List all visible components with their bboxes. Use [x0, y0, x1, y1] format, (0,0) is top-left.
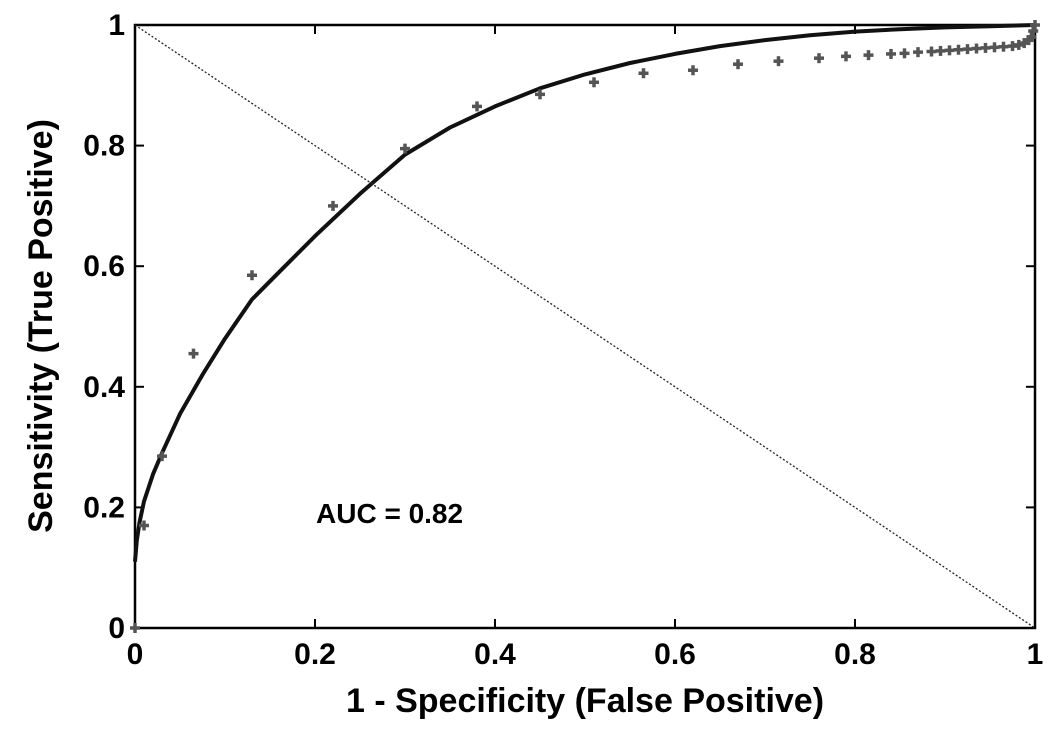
roc-data-point — [589, 77, 599, 88]
y-tick-label: 0 — [108, 612, 125, 645]
y-tick-label: 1 — [108, 9, 125, 42]
x-tick-label: 0.2 — [294, 638, 336, 671]
roc-data-point — [130, 623, 140, 633]
roc-data-point — [1013, 39, 1024, 50]
x-axis-label: 1 - Specificity (False Positive) — [346, 682, 824, 720]
roc-data-point — [913, 47, 923, 58]
tick-group: 0 0.2 0.4 0.6 0.8 1 0 0.2 0.4 0.6 0.8 1 — [83, 9, 1043, 671]
series-layer — [130, 20, 1040, 633]
x-tick-label: 0 — [127, 638, 144, 671]
roc-data-point — [688, 65, 698, 76]
fitted-roc-curve — [133, 23, 1036, 562]
roc-data-point — [989, 42, 1000, 53]
roc-data-point — [886, 48, 896, 59]
roc-data-point — [139, 520, 149, 531]
roc-data-point — [400, 143, 410, 154]
roc-data-point — [980, 42, 991, 53]
roc-data-point — [935, 45, 946, 56]
y-tick-label: 0.6 — [83, 250, 125, 283]
roc-data-point — [998, 41, 1009, 52]
y-tick-label: 0.4 — [83, 371, 125, 404]
y-tick-label: 0.8 — [83, 130, 125, 163]
roc-data-point — [814, 53, 824, 64]
roc-data-point — [971, 43, 982, 54]
roc-data-point — [926, 46, 937, 57]
roc-data-point — [953, 44, 964, 55]
roc-data-point — [1026, 32, 1037, 43]
x-tick-label: 0.6 — [654, 638, 696, 671]
roc-data-point — [1030, 20, 1040, 30]
roc-data-point — [841, 51, 851, 62]
y-axis-label: Sensitivity (True Positive) — [22, 119, 60, 533]
roc-data-point — [535, 89, 545, 100]
roc-data-point — [1028, 26, 1039, 37]
x-tick-label: 0.4 — [474, 638, 516, 671]
y-tick-label: 0.2 — [83, 491, 125, 524]
roc-data-point — [863, 50, 874, 61]
roc-data-point — [247, 270, 257, 281]
roc-data-point — [328, 200, 338, 211]
x-tick-label: 1 — [1027, 638, 1044, 671]
roc-data-point — [899, 48, 910, 59]
roc-data-point — [962, 44, 973, 55]
roc-data-point — [472, 101, 482, 112]
roc-data-point — [638, 68, 649, 79]
auc-annotation: AUC = 0.82 — [316, 498, 463, 529]
roc-data-point — [157, 451, 167, 462]
roc-data-point — [773, 56, 784, 67]
roc-data-point — [944, 45, 955, 56]
roc-data-point — [733, 59, 743, 70]
chance-diagonal-line — [134, 24, 1036, 629]
roc-data-point — [188, 348, 199, 359]
x-tick-label: 0.8 — [834, 638, 876, 671]
